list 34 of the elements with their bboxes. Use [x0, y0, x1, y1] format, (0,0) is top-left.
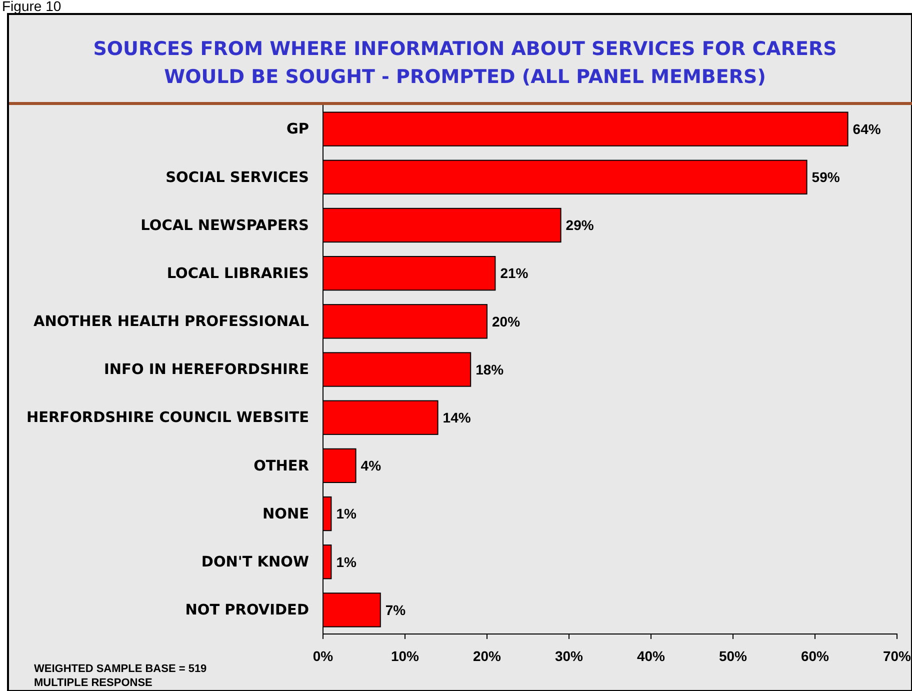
y-tick-label: HERFORDSHIRE COUNCIL WEBSITE [26, 410, 309, 426]
x-tick-label: 70% [882, 648, 912, 664]
data-label: 64% [852, 120, 882, 137]
x-tick-label: 20% [472, 648, 502, 664]
text: MULTIPLE RESPONSE [34, 677, 152, 689]
y-tick-label: LOCAL LIBRARIES [166, 266, 309, 282]
y-tick-label: SOCIAL SERVICES [166, 170, 309, 186]
y-tick-label: GP [286, 122, 310, 138]
data-label: 20% [492, 313, 521, 330]
data-label: 4% [360, 458, 382, 474]
chart-title: SOURCES FROM WHERE INFORMATION ABOUT SERVICES FOR CARERS WOULD BE SOUGHT - PROMPTED (ALL PANEL MEMBERS) [93, 38, 837, 88]
caption: Figure 10 [2, 0, 62, 14]
y-tick-label: ANOTHER HEALTH PROFESSIONAL [34, 314, 309, 330]
x-tick-label: 50% [718, 648, 748, 664]
y-tick-label: INFO IN HEREFORDSHIRE [104, 362, 309, 378]
y-tick-label: LOCAL NEWSPAPERS [140, 218, 309, 234]
x-tick-label: 60% [800, 648, 830, 664]
y-tick-label: NOT PROVIDED [185, 602, 309, 619]
y-tick-label: NONE [262, 506, 309, 522]
data-label: 1% [336, 506, 357, 522]
x-tick-label: 30% [554, 648, 584, 664]
data-label: 21% [500, 265, 529, 282]
data-label: 1% [336, 554, 357, 570]
y-tick-label: DON'T KNOW [201, 554, 309, 571]
data-label: 14% [442, 409, 472, 426]
data-label: 59% [812, 169, 840, 186]
data-label: 7% [385, 602, 406, 618]
x-tick-label: 40% [636, 648, 666, 664]
y-tick-label: OTHER [254, 458, 309, 474]
x-tick-label: 10% [390, 648, 420, 664]
data-label: 29% [566, 217, 594, 234]
text: WEIGHTED SAMPLE BASE = 519 [34, 663, 207, 675]
data-label: 18% [476, 361, 504, 378]
x-tick-label: 0% [312, 648, 334, 664]
